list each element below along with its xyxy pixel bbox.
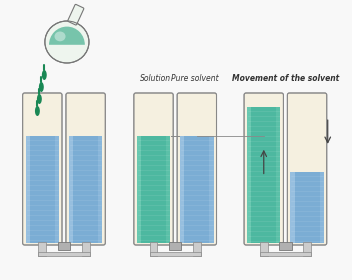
FancyBboxPatch shape — [134, 93, 173, 245]
Bar — [58, 242, 70, 250]
Ellipse shape — [35, 106, 40, 116]
Bar — [150, 252, 201, 256]
Bar — [150, 242, 157, 256]
Bar — [82, 242, 89, 256]
Bar — [69, 136, 73, 243]
Bar — [320, 172, 324, 243]
Bar — [26, 136, 59, 243]
Bar — [38, 252, 89, 256]
Bar — [290, 172, 324, 243]
Bar — [209, 136, 214, 243]
FancyBboxPatch shape — [177, 93, 216, 245]
Bar — [166, 136, 170, 243]
Bar — [137, 136, 170, 243]
Bar — [26, 136, 30, 243]
Text: Solution: Solution — [140, 74, 171, 83]
Ellipse shape — [39, 82, 44, 92]
Bar — [260, 242, 268, 256]
Bar — [38, 242, 46, 256]
Ellipse shape — [45, 21, 89, 63]
FancyBboxPatch shape — [287, 93, 327, 245]
Bar — [260, 252, 311, 256]
FancyBboxPatch shape — [68, 4, 84, 25]
Bar — [180, 136, 214, 243]
Bar — [69, 136, 102, 243]
Bar — [55, 136, 59, 243]
FancyBboxPatch shape — [23, 93, 62, 245]
Ellipse shape — [55, 32, 65, 41]
Text: Pure solvent: Pure solvent — [171, 74, 219, 83]
Bar — [247, 107, 251, 243]
Bar — [193, 242, 201, 256]
Ellipse shape — [42, 70, 47, 80]
Bar — [180, 136, 184, 243]
Bar — [98, 136, 102, 243]
Bar — [169, 242, 182, 250]
Wedge shape — [49, 27, 85, 45]
Bar — [276, 107, 281, 243]
Bar — [290, 172, 295, 243]
FancyBboxPatch shape — [244, 93, 283, 245]
Bar — [247, 107, 281, 243]
FancyBboxPatch shape — [66, 93, 105, 245]
Ellipse shape — [37, 94, 42, 104]
Text: Movement of the solvent: Movement of the solvent — [232, 74, 339, 83]
Bar — [137, 136, 141, 243]
Bar — [303, 242, 311, 256]
Bar — [279, 242, 292, 250]
